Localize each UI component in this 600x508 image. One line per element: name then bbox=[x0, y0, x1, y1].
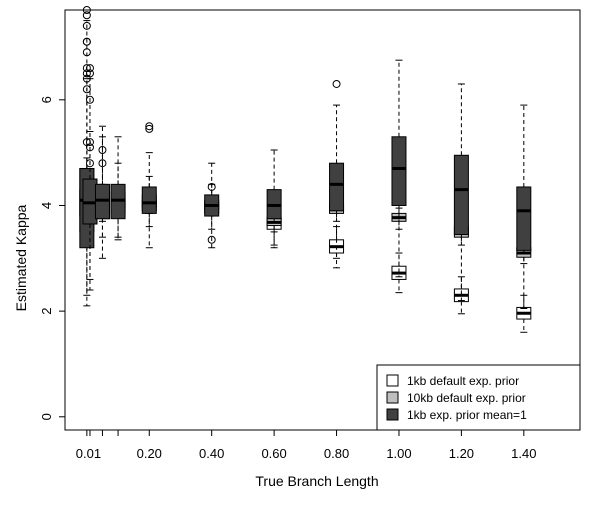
y-tick-label: 6 bbox=[39, 96, 54, 103]
y-tick-label: 4 bbox=[39, 202, 54, 209]
x-tick-label: 0.80 bbox=[324, 446, 349, 461]
outlier-point bbox=[82, 69, 91, 78]
box-1kb-mean1 bbox=[329, 162, 345, 212]
legend-swatch bbox=[386, 374, 399, 387]
box-1kb-mean1 bbox=[516, 186, 532, 251]
legend-box bbox=[376, 364, 581, 431]
outlier-point bbox=[145, 122, 154, 131]
y-tick-label: 0 bbox=[39, 413, 54, 420]
legend-label: 1kb default exp. prior bbox=[407, 374, 519, 388]
plot-area: 0 2 4 6 0.01 0.20 0.40 0.60 0.80 1.00 1.20 1.40 1kb … bbox=[39, 6, 581, 461]
outlier-point bbox=[82, 74, 91, 83]
legend-swatch bbox=[386, 408, 399, 421]
x-tick-label: 0.40 bbox=[199, 446, 224, 461]
outlier-point bbox=[332, 79, 341, 88]
x-tick-label: 1.00 bbox=[386, 446, 411, 461]
plot-frame bbox=[64, 9, 581, 431]
x-tick-label: 0.20 bbox=[137, 446, 162, 461]
outlier-point bbox=[82, 48, 91, 57]
outlier-point bbox=[82, 21, 91, 30]
box-1kb-mean1 bbox=[391, 136, 407, 206]
outlier-point bbox=[207, 182, 216, 191]
legend-label: 1kb exp. prior mean=1 bbox=[407, 408, 527, 422]
x-tick-label: 0.60 bbox=[261, 446, 286, 461]
y-tick-label: 2 bbox=[39, 308, 54, 315]
box-1kb-mean1 bbox=[141, 186, 157, 214]
legend-label: 10kb default exp. prior bbox=[407, 391, 526, 405]
outlier-point bbox=[207, 235, 216, 244]
outlier-point bbox=[85, 138, 94, 147]
outlier-point bbox=[82, 37, 91, 46]
outlier-point bbox=[85, 143, 94, 152]
box-1kb-mean1 bbox=[453, 154, 469, 236]
outlier-point bbox=[85, 95, 94, 104]
x-tick-label: 1.20 bbox=[449, 446, 474, 461]
x-tick-label: 0.01 bbox=[76, 446, 101, 461]
x-tick-label: 1.40 bbox=[511, 446, 536, 461]
legend-swatch bbox=[386, 391, 399, 404]
outlier-point bbox=[145, 124, 154, 133]
outlier-point bbox=[82, 6, 91, 14]
x-axis-label: True Branch Length bbox=[255, 473, 378, 489]
outlier-point bbox=[82, 85, 91, 94]
outlier-point bbox=[85, 159, 94, 168]
outlier-point bbox=[82, 11, 91, 20]
y-axis-label: Estimated Kappa bbox=[13, 204, 29, 311]
outlier-point bbox=[82, 64, 91, 73]
